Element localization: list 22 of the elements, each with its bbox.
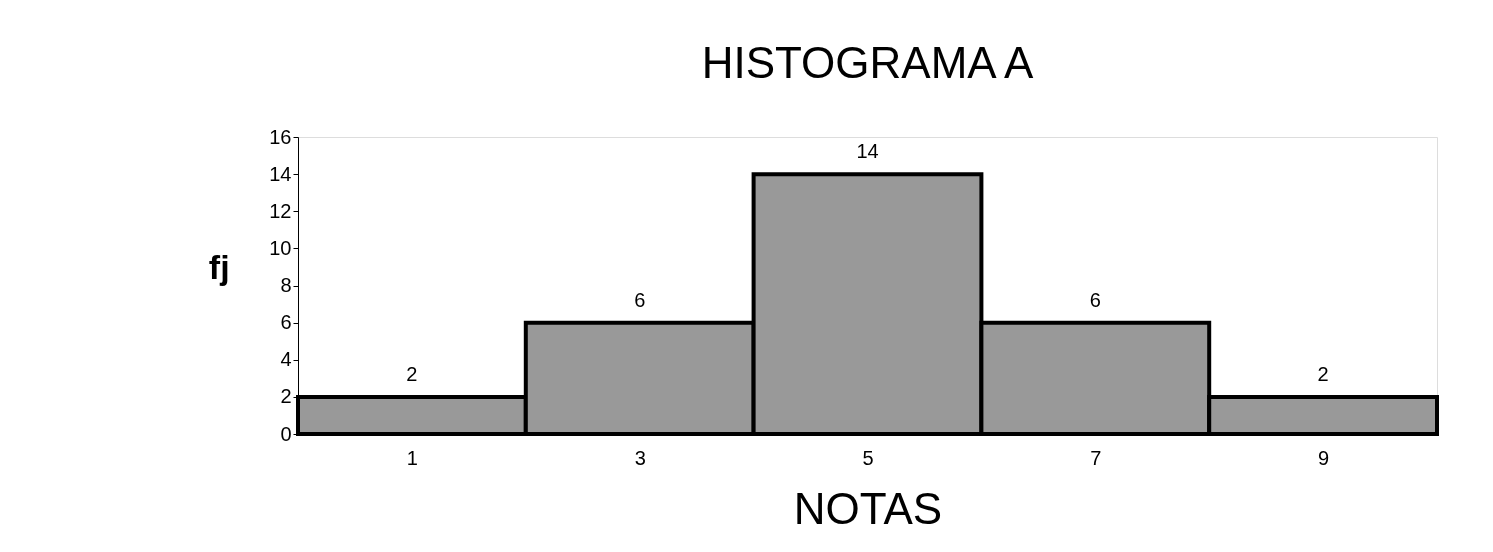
y-tick-label: 12 xyxy=(269,199,292,222)
y-axis-title: fj xyxy=(208,248,230,286)
y-tick-label: 0 xyxy=(280,422,292,445)
y-tick-label: 8 xyxy=(280,274,292,296)
x-axis-title: NOTAS xyxy=(793,483,943,533)
y-tick-label: 16 xyxy=(269,125,292,148)
y-tick-label: 14 xyxy=(269,162,292,185)
y-tick-label: 2 xyxy=(280,385,292,408)
x-tick-label: 5 xyxy=(862,446,874,469)
x-tick-label: 7 xyxy=(1090,446,1102,469)
chart-title: HISTOGRAMA A xyxy=(701,38,1035,87)
x-tick-label: 3 xyxy=(634,446,646,469)
x-tick-label: 9 xyxy=(1318,446,1330,469)
data-label: 2 xyxy=(1317,362,1329,385)
data-label: 14 xyxy=(856,140,879,163)
data-label: 6 xyxy=(1089,288,1101,311)
y-tick-label: 6 xyxy=(280,311,292,334)
x-tick-label: 1 xyxy=(406,446,418,469)
data-label: 2 xyxy=(406,362,418,385)
y-tick-label: 10 xyxy=(269,236,292,259)
y-tick-label: 4 xyxy=(280,348,292,371)
data-label: 6 xyxy=(634,288,646,311)
